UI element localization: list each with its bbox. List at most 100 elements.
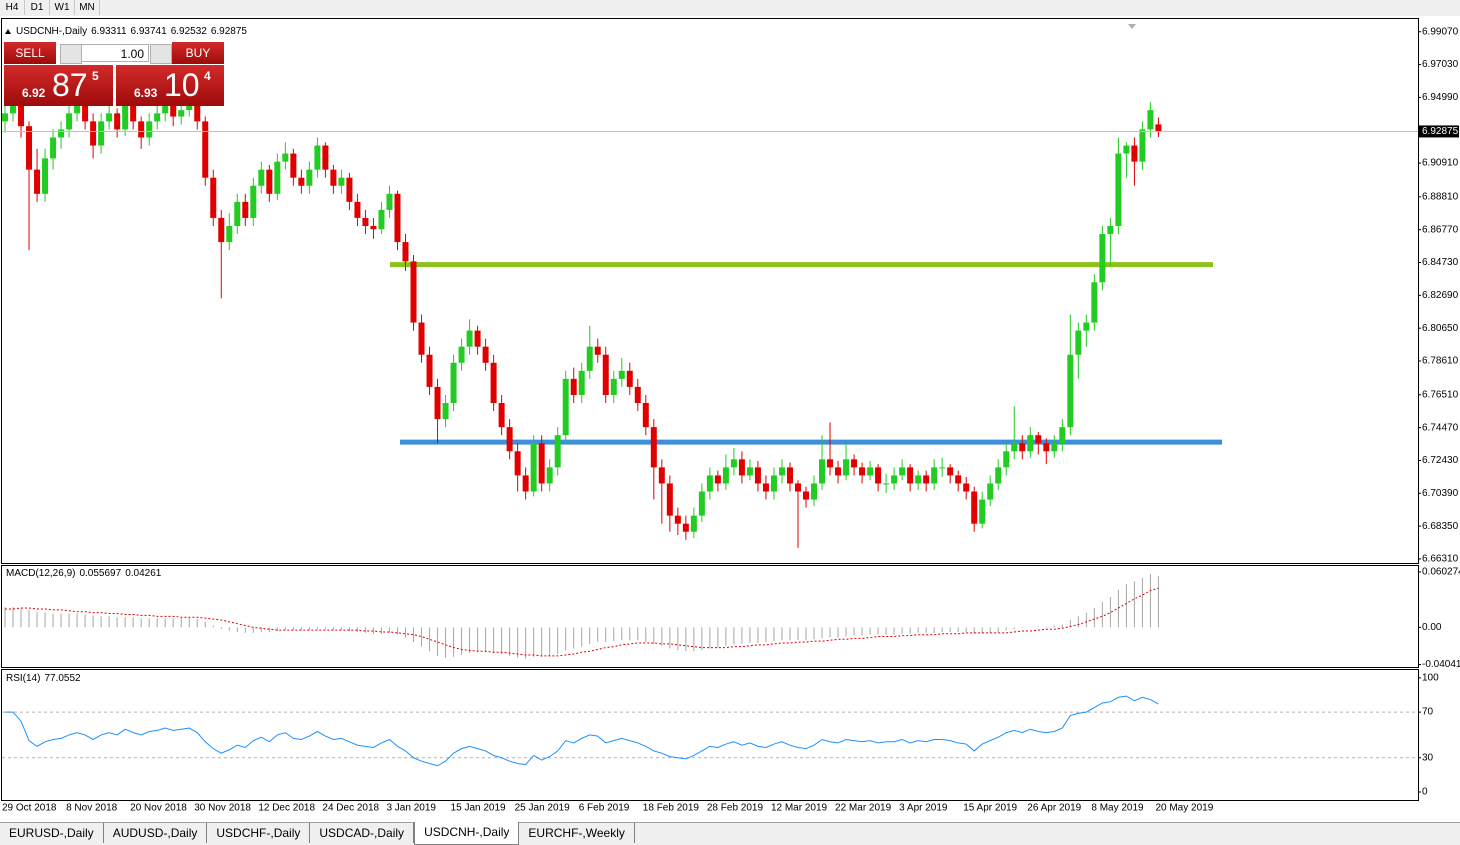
timeframe-button[interactable]: H4	[0, 0, 25, 15]
price-pips: 87	[52, 67, 88, 103]
candle-body	[610, 378, 617, 395]
x-tick-label: 28 Feb 2019	[707, 803, 764, 814]
chart-tab[interactable]: USDCAD-,Daily	[310, 823, 415, 843]
y-tick-label: 0.00	[1422, 622, 1442, 633]
chart-tab[interactable]: EURUSD-,Daily	[0, 823, 104, 843]
candle-body	[322, 145, 329, 170]
candle-body	[827, 459, 834, 468]
sell-button[interactable]: SELL	[4, 42, 56, 64]
x-tick-label: 18 Feb 2019	[643, 803, 700, 814]
price-big: 6.93	[134, 86, 158, 100]
candle-body	[650, 427, 657, 468]
x-tick-label: 20 May 2019	[1155, 803, 1213, 814]
candle-body	[955, 475, 962, 484]
candle-body	[546, 467, 553, 484]
lot-input[interactable]: 1.00	[81, 44, 149, 62]
candle-body	[410, 261, 417, 323]
chart-tab[interactable]: USDCHF-,Daily	[207, 823, 311, 843]
candle-body	[26, 126, 33, 170]
candle-body	[835, 467, 842, 476]
price-pips: 10	[164, 67, 200, 103]
candle-body	[1075, 330, 1082, 355]
candle-body	[602, 354, 609, 395]
marks: 6.99070 6.97030 6.94990 6.90910 6.88810 6.867…	[2, 26, 1460, 814]
candle-body	[418, 322, 425, 355]
candle-body	[10, 105, 17, 114]
candle-body	[931, 467, 938, 484]
candle-body	[1067, 354, 1074, 428]
candle-body	[730, 459, 737, 468]
x-tick-label: 25 Jan 2019	[515, 803, 570, 814]
candle-body	[290, 153, 297, 178]
candle-body	[1107, 225, 1114, 235]
candle-body	[194, 100, 201, 122]
x-tick-label: 24 Dec 2018	[322, 803, 379, 814]
candle-body	[234, 201, 241, 226]
x-tick-label: 8 Nov 2018	[66, 803, 118, 814]
x-tick-label: 6 Feb 2019	[579, 803, 630, 814]
candle-body	[682, 523, 689, 532]
candle-body	[586, 346, 593, 371]
macd-pane	[1, 565, 1419, 668]
x-tick-label: 12 Dec 2018	[258, 803, 315, 814]
candle-body	[82, 100, 89, 122]
x-tick-label: 15 Jan 2019	[451, 803, 506, 814]
candle-body	[971, 491, 978, 524]
background	[0, 16, 1460, 822]
candle-body	[466, 330, 473, 347]
y-tick-label: 6.88810	[1422, 191, 1459, 202]
candle-body	[394, 193, 401, 243]
x-tick-label: 3 Jan 2019	[386, 803, 436, 814]
candle-body	[738, 459, 745, 476]
candle-body	[242, 201, 249, 218]
candle-body	[298, 177, 305, 186]
candle-body	[987, 483, 994, 500]
chart-window: USDCNH-,Daily 6.93311 6.93741 6.92532 6.9287…	[0, 16, 1460, 822]
y-tick-label: 6.90910	[1422, 158, 1459, 169]
y-tick-label: 6.72430	[1422, 455, 1459, 466]
candle-body	[1027, 435, 1034, 452]
y-tick-label: -0.040412	[1422, 659, 1460, 670]
current-price-box	[1419, 125, 1459, 138]
y-tick-label: 6.99070	[1422, 26, 1459, 37]
timeframe-toolbar: H4 D1 W1 MN	[0, 0, 100, 16]
candle-body	[1059, 427, 1066, 444]
lot-up[interactable]	[150, 44, 172, 64]
chart-tab[interactable]: AUDUSD-,Daily	[104, 823, 208, 843]
candle-body	[626, 370, 633, 387]
candle-body	[18, 105, 25, 127]
candle-body	[354, 201, 361, 218]
one-click-panel: SELL 1.00 BUY 6.92 87 5 6.93 10 4	[4, 42, 225, 107]
candle-body	[875, 467, 882, 484]
timeframe-button[interactable]: D1	[25, 0, 50, 15]
sell-price[interactable]: 6.92 87 5	[4, 65, 113, 106]
timeframe-button[interactable]: MN	[75, 0, 100, 15]
y-tick-label: 30	[1422, 752, 1434, 763]
candle-body	[162, 105, 169, 114]
candle-body	[346, 177, 353, 202]
candle-body	[915, 475, 922, 484]
candle-body	[154, 113, 161, 122]
y-tick-label: 6.68350	[1422, 521, 1459, 532]
candle-body	[402, 242, 409, 262]
candle-body	[370, 225, 377, 230]
candle-body	[42, 158, 49, 194]
candle-body	[386, 193, 393, 210]
candle-body	[674, 515, 681, 524]
candle-body	[746, 467, 753, 476]
lot-down[interactable]	[60, 44, 82, 64]
candle-body	[138, 121, 145, 138]
y-tick-label: 6.80650	[1422, 323, 1459, 334]
timeframe-button[interactable]: W1	[50, 0, 75, 15]
candle-body	[458, 346, 465, 363]
candle-body	[963, 483, 970, 492]
buy-button[interactable]: BUY	[172, 42, 224, 64]
x-tick-label: 20 Nov 2018	[130, 803, 187, 814]
candle-body	[1083, 322, 1090, 331]
buy-price[interactable]: 6.93 10 4	[116, 65, 224, 106]
chart-tab[interactable]: EURCHF-,Weekly	[519, 823, 635, 843]
chart-tab[interactable]: USDCNH-,Daily	[414, 822, 520, 845]
candle-body	[218, 217, 225, 243]
candle-body	[714, 475, 721, 484]
candle-body	[490, 362, 497, 404]
